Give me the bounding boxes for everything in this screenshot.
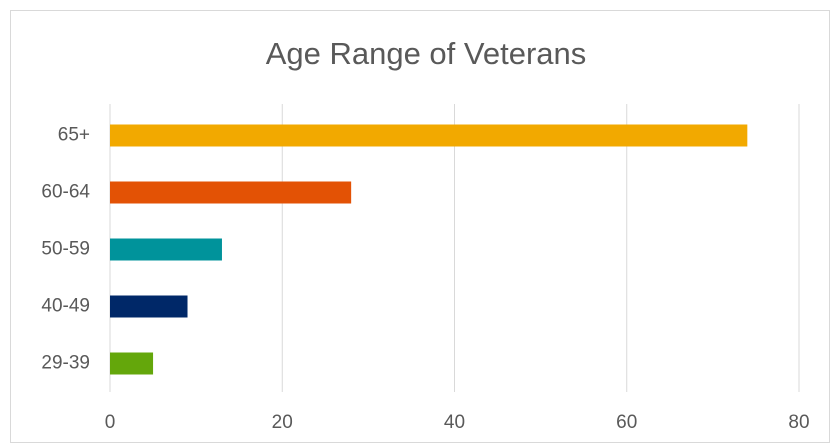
bar: [110, 295, 188, 318]
x-tick-label: 40: [444, 412, 465, 433]
chart-title: Age Range of Veterans: [266, 36, 587, 71]
x-tick-label: 60: [616, 412, 637, 433]
x-tick-label: 0: [105, 412, 116, 433]
bar: [110, 238, 222, 261]
x-tick-label: 80: [788, 412, 809, 433]
y-tick-label: 40-49: [41, 296, 90, 317]
y-tick-label: 50-59: [41, 239, 90, 260]
x-tick-label: 20: [272, 412, 293, 433]
y-tick-label: 65+: [58, 125, 90, 146]
bar: [110, 352, 154, 375]
chart-border: [10, 10, 830, 443]
y-tick-label: 60-64: [41, 182, 90, 203]
bar: [110, 124, 748, 147]
y-tick-label: 29-39: [41, 353, 90, 374]
bar: [110, 181, 352, 204]
